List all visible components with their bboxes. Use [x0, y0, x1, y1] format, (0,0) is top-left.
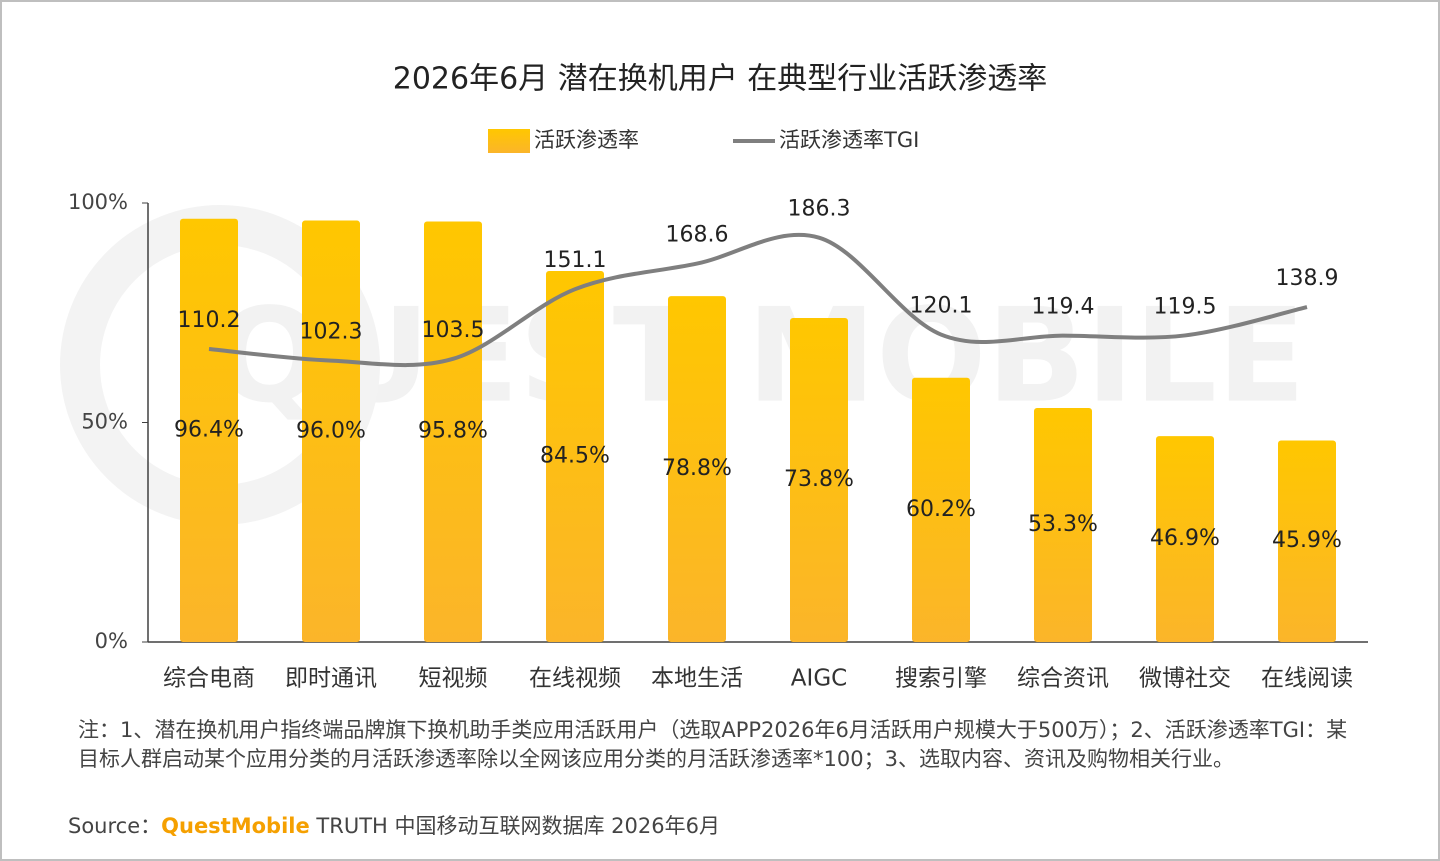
- bar: [1156, 436, 1214, 642]
- bar-value-label: 73.8%: [784, 467, 854, 492]
- bar-value-label: 45.9%: [1272, 528, 1342, 553]
- bar: [668, 296, 726, 642]
- x-tick-label: 微博社交: [1139, 666, 1231, 692]
- source-text: TRUTH 中国移动互联网数据库 2026年6月: [316, 814, 720, 838]
- line-value-label: 168.6: [666, 223, 729, 248]
- line-value-label: 151.1: [544, 248, 607, 273]
- y-tick-label: 100%: [68, 190, 128, 214]
- line-value-label: 102.3: [300, 320, 363, 345]
- y-tick-label: 50%: [81, 410, 128, 434]
- y-tick-label: 0%: [95, 629, 128, 653]
- source-brand: QuestMobile: [161, 814, 310, 838]
- line: [208, 232, 1308, 368]
- line-value-label: 103.5: [422, 318, 485, 343]
- x-tick-label: 本地生活: [651, 666, 743, 692]
- bar: [1034, 408, 1092, 642]
- bar: [912, 377, 970, 642]
- bar-value-label: 78.8%: [662, 456, 732, 481]
- bar: [180, 218, 238, 642]
- x-tick-label: 短视频: [419, 666, 488, 692]
- bar: [424, 221, 482, 643]
- legend-label: 活跃渗透率: [534, 128, 639, 152]
- x-tick-label: 在线视频: [529, 666, 621, 692]
- bar-value-label: 53.3%: [1028, 512, 1098, 537]
- watermark: QUEST MOBILE: [214, 280, 1305, 432]
- note: 注：1、潜在换机用户指终端品牌旗下换机助手类应用活跃用户（选取APP2026年6…: [78, 718, 1348, 771]
- x-tick-label: 即时通讯: [285, 666, 377, 692]
- bar-value-label: 96.0%: [296, 418, 366, 443]
- bar-value-label: 96.4%: [174, 417, 244, 442]
- source: Source：QuestMobile TRUTH 中国移动互联网数据库 2026…: [68, 810, 720, 840]
- x-tick-label: AIGC: [791, 666, 847, 692]
- line-value-label: 186.3: [788, 197, 851, 222]
- source-label: Source：: [68, 814, 162, 838]
- line-value-label: 119.5: [1154, 294, 1217, 319]
- x-tick-label: 搜索引擎: [895, 666, 987, 692]
- bar: [790, 318, 848, 642]
- bar: [1278, 440, 1336, 642]
- bar: [546, 271, 604, 642]
- bar-value-label: 84.5%: [540, 444, 610, 469]
- line-value-label: 138.9: [1276, 266, 1339, 291]
- bar-value-label: 46.9%: [1150, 526, 1220, 551]
- legend-label: 活跃渗透率TGI: [779, 128, 919, 152]
- x-tick-label: 在线阅读: [1261, 666, 1353, 692]
- line-value-label: 110.2: [178, 308, 241, 333]
- bar: [302, 220, 360, 642]
- bar-value-label: 60.2%: [906, 497, 976, 522]
- line-value-label: 120.1: [910, 294, 973, 319]
- legend-swatch: [488, 129, 530, 153]
- line-value-label: 119.4: [1032, 295, 1095, 320]
- chart-title: 2026年6月 潜在换机用户 在典型行业活跃渗透率: [393, 62, 1048, 97]
- x-tick-label: 综合电商: [163, 666, 255, 692]
- x-tick-label: 综合资讯: [1017, 666, 1109, 692]
- bar-value-label: 95.8%: [418, 419, 488, 444]
